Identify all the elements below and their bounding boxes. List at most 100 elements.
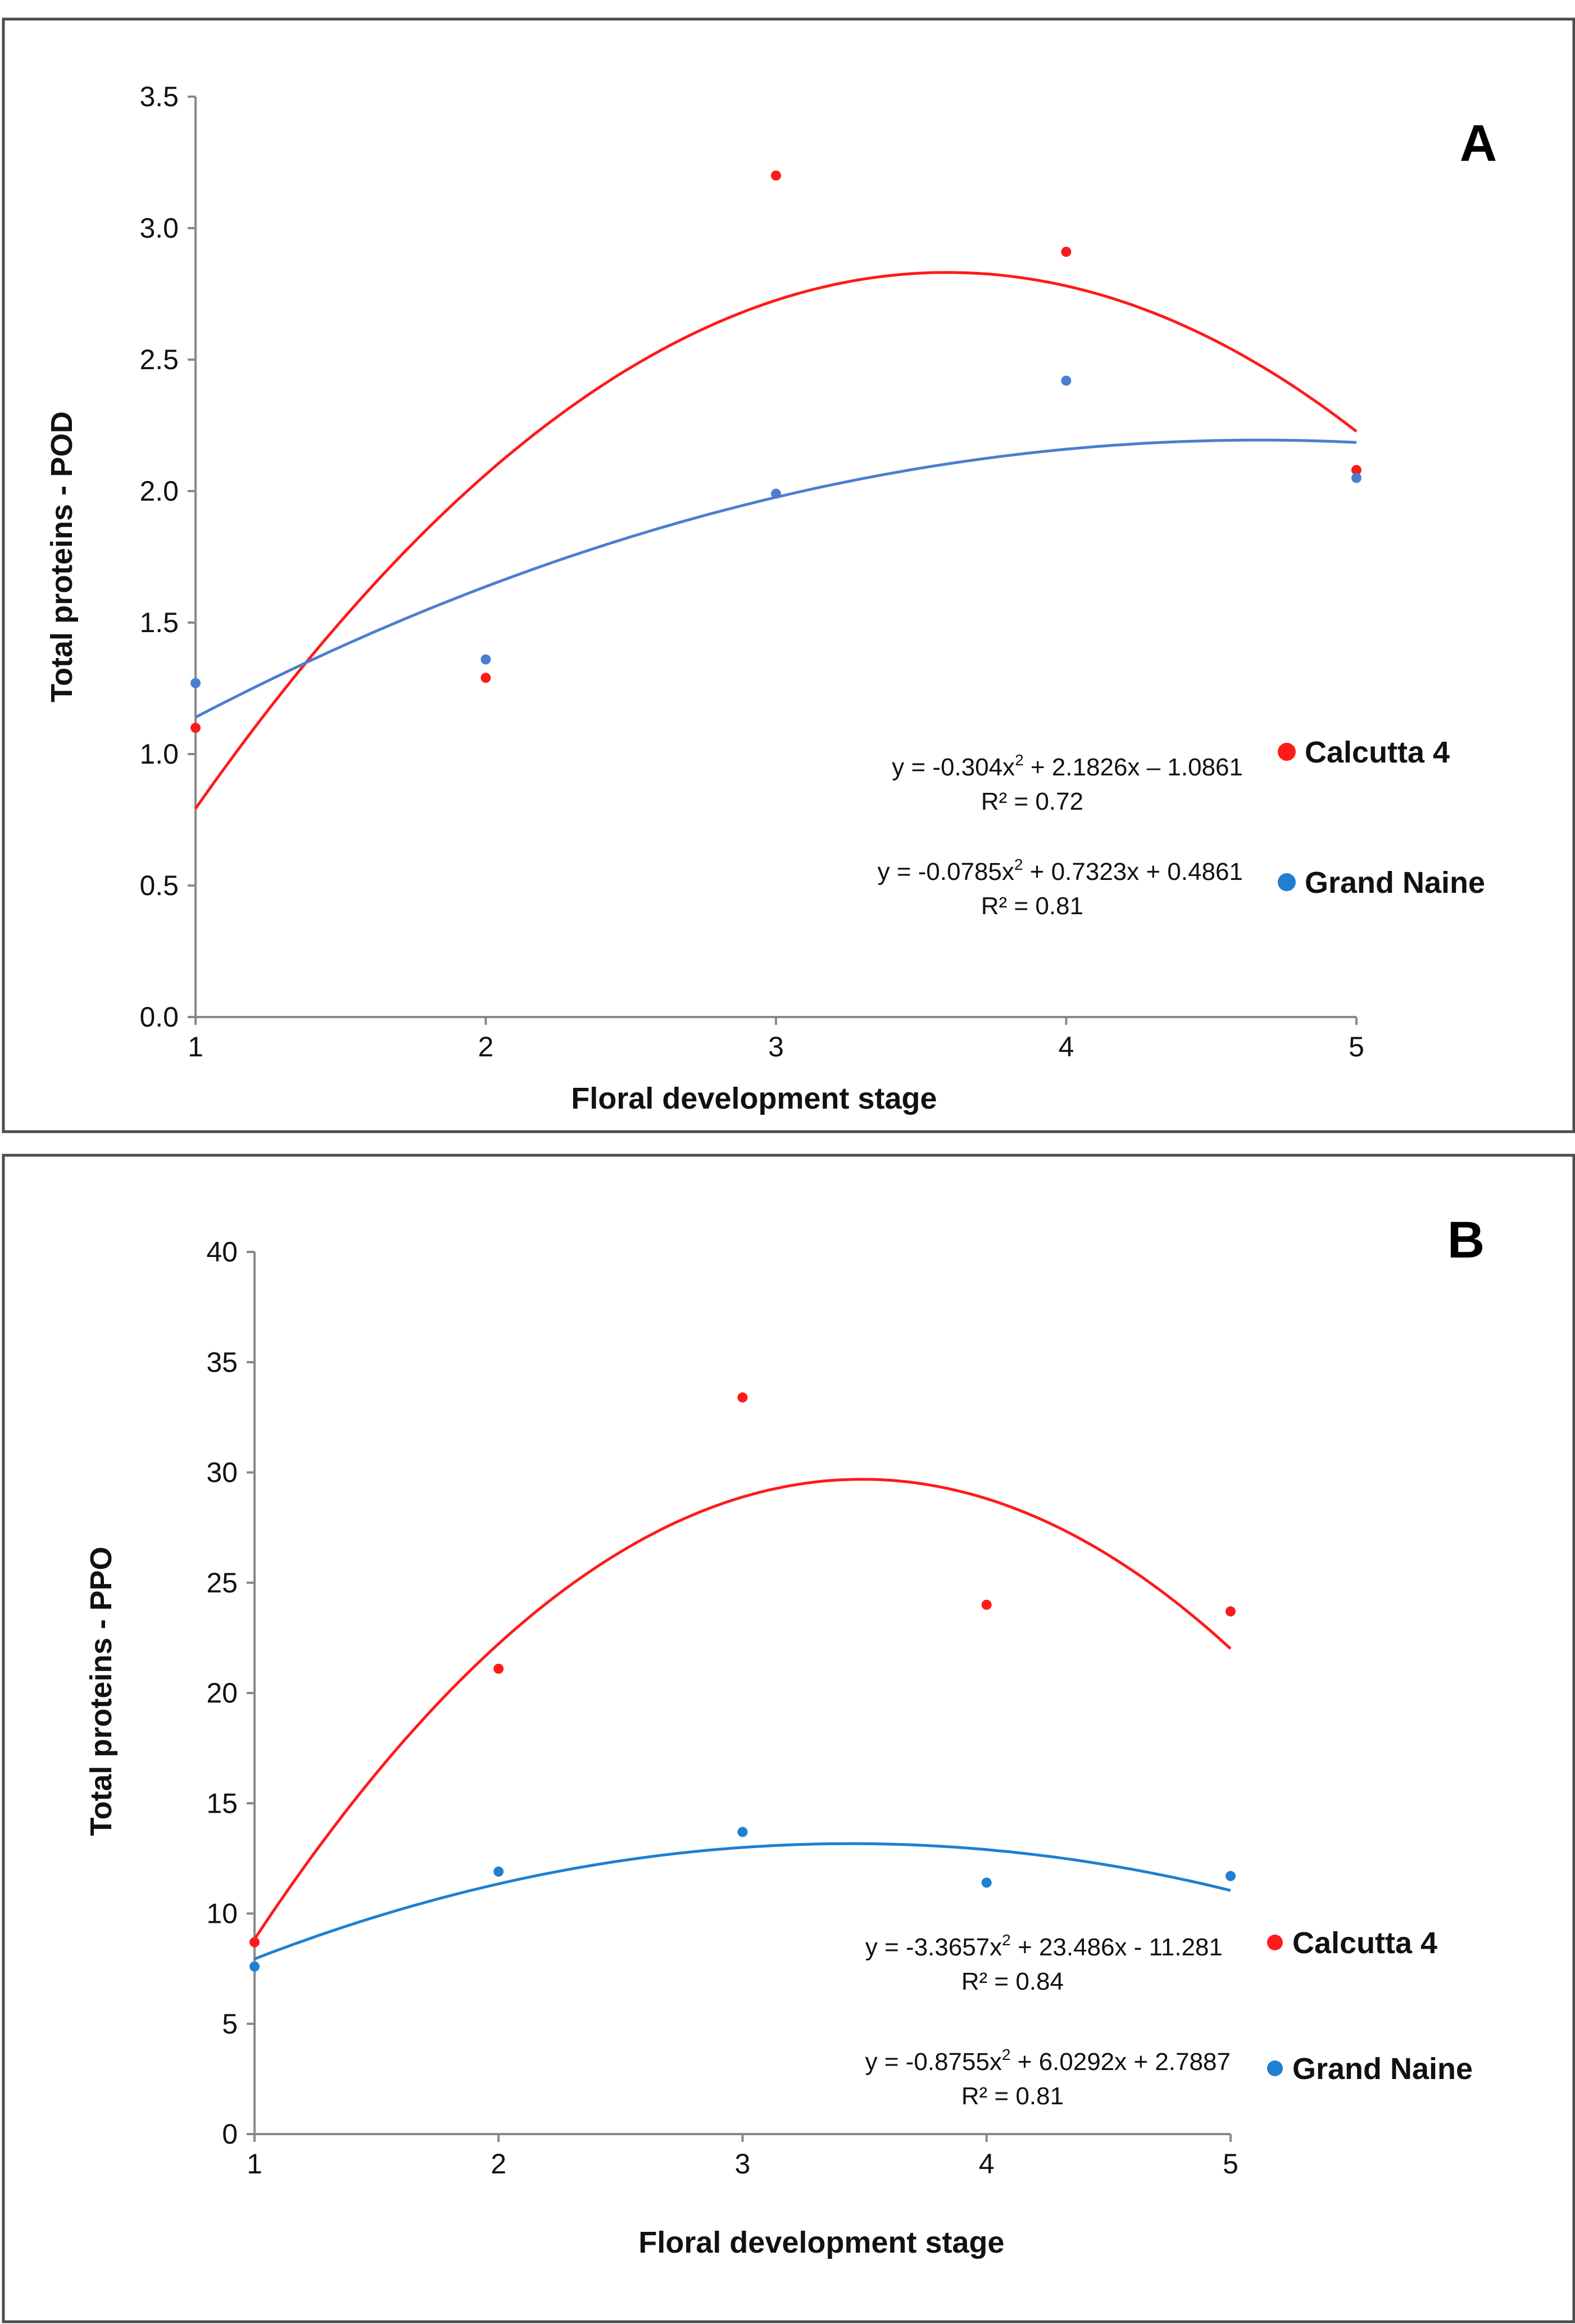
equation-formula-post: + 2.1826x – 1.0861 <box>1024 754 1243 781</box>
y-tick-label: 0.0 <box>139 1001 179 1033</box>
y-tick-label: 1.0 <box>139 738 179 770</box>
x-tick-label: 3 <box>768 1031 784 1063</box>
x-tick-label: 5 <box>1349 1031 1364 1063</box>
y-tick-label: 2.0 <box>139 475 179 507</box>
svg-text:y = -0.304x2 + 2.1826x – 1.086: y = -0.304x2 + 2.1826x – 1.0861 <box>892 751 1243 781</box>
panel-a-y-axis-title: Total proteins - POD <box>45 411 79 702</box>
data-point-grand-naine <box>493 1866 504 1877</box>
data-point-calcutta-4 <box>493 1663 504 1674</box>
data-point-grand-naine <box>1351 473 1361 483</box>
equation-formula-pre: y = -0.0785x <box>878 858 1014 886</box>
x-tick-label: 1 <box>188 1031 203 1063</box>
legend-label-calcutta-4: Calcutta 4 <box>1305 736 1450 769</box>
data-point-grand-naine <box>737 1827 748 1837</box>
panel-a-legend: Calcutta 4 Grand Naine <box>1278 736 1485 900</box>
trendline-grand-naine <box>254 1842 1231 1960</box>
data-point-calcutta-4 <box>249 1937 260 1948</box>
y-tick-label: 30 <box>206 1457 238 1488</box>
y-tick-label: 25 <box>206 1567 238 1599</box>
data-point-calcutta-4 <box>190 723 201 733</box>
panel-b-label: B <box>1447 1211 1485 1269</box>
panel-b-y-axis-title: Total proteins - PPO <box>84 1546 118 1836</box>
panel-b-x-axis-title: Floral development stage <box>638 2226 1004 2259</box>
panel-a-label: A <box>1460 115 1497 172</box>
panel-a: A 0.0 0.5 1.0 1.5 2.0 2.5 3.0 3.5 1 2 3 4 5 Floral … <box>2 17 1575 1133</box>
panel-a-y-axis: 0.0 0.5 1.0 1.5 2.0 2.5 3.0 3.5 <box>139 81 197 1033</box>
panel-b-x-axis: 1 2 3 4 5 <box>247 2133 1238 2180</box>
equation-formula-pre: y = -3.3657x <box>865 1933 1002 1961</box>
data-point-calcutta-4 <box>737 1392 748 1403</box>
data-point-grand-naine <box>771 488 781 499</box>
data-point-calcutta-4 <box>1225 1606 1236 1617</box>
svg-text:y = -0.8755x2 + 6.0292x + 2.78: y = -0.8755x2 + 6.0292x + 2.7887 <box>865 2046 1231 2076</box>
y-tick-label: 20 <box>206 1677 238 1709</box>
y-tick-label: 40 <box>206 1236 238 1268</box>
legend-label-calcutta-4: Calcutta 4 <box>1292 1926 1437 1960</box>
equation-exponent: 2 <box>1002 1931 1011 1949</box>
panel-a-equation-grandnaine: y = -0.0785x2 + 0.7323x + 0.4861 R² = 0.… <box>878 856 1243 920</box>
trendline-grand-naine <box>194 438 1357 719</box>
trendline-calcutta-4 <box>194 271 1358 810</box>
data-point-calcutta-4 <box>480 673 491 683</box>
data-point-grand-naine <box>1225 1871 1236 1881</box>
panel-a-x-axis-title: Floral development stage <box>571 1082 937 1115</box>
equation-exponent: 2 <box>1015 751 1024 769</box>
panel-a-equation-calcutta: y = -0.304x2 + 2.1826x – 1.0861 R² = 0.7… <box>892 751 1243 815</box>
equation-r2: R² = 0.81 <box>961 2082 1064 2110</box>
equation-formula-pre: y = -0.304x <box>892 754 1015 781</box>
equation-formula-post: + 0.7323x + 0.4861 <box>1023 858 1243 886</box>
panel-b-equation-grandnaine: y = -0.8755x2 + 6.0292x + 2.7887 R² = 0.… <box>865 2046 1231 2110</box>
x-tick-label: 4 <box>1059 1031 1074 1063</box>
x-tick-label: 2 <box>491 2148 506 2180</box>
data-point-calcutta-4 <box>981 1600 992 1610</box>
legend-marker-grand-naine <box>1267 2060 1283 2076</box>
panel-b-frame <box>2 1154 1575 2323</box>
x-tick-label: 5 <box>1223 2148 1238 2180</box>
y-tick-label: 0.5 <box>139 870 179 901</box>
legend-label-grand-naine: Grand Naine <box>1292 2052 1473 2086</box>
y-tick-label: 35 <box>206 1346 238 1378</box>
panel-b-equation-calcutta: y = -3.3657x2 + 23.486x - 11.281 R² = 0.… <box>865 1931 1223 1995</box>
legend-marker-grand-naine <box>1278 873 1296 891</box>
trendline-calcutta-4 <box>253 1478 1232 1940</box>
panel-b-legend: Calcutta 4 Grand Naine <box>1267 1926 1473 2086</box>
x-tick-label: 1 <box>247 2148 262 2180</box>
y-tick-label: 10 <box>206 1898 238 1930</box>
legend-marker-calcutta-4 <box>1278 743 1296 761</box>
data-point-grand-naine <box>981 1877 992 1888</box>
data-point-grand-naine <box>190 678 201 688</box>
equation-exponent: 2 <box>1002 2046 1011 2063</box>
equation-formula-pre: y = -0.8755x <box>865 2048 1002 2076</box>
panel-b: B 0 5 10 15 20 25 30 35 40 1 2 3 4 5 Floral developm… <box>2 1154 1575 2323</box>
svg-text:y = -3.3657x2 + 23.486x - 11.2: y = -3.3657x2 + 23.486x - 11.281 <box>865 1931 1223 1961</box>
equation-formula-post: + 23.486x - 11.281 <box>1011 1933 1223 1961</box>
legend-label-grand-naine: Grand Naine <box>1305 866 1485 900</box>
data-point-calcutta-4 <box>1061 247 1072 257</box>
data-point-grand-naine <box>1061 375 1072 386</box>
y-tick-label: 3.0 <box>139 212 179 244</box>
svg-text:y = -0.0785x2 + 0.7323x + 0.48: y = -0.0785x2 + 0.7323x + 0.4861 <box>878 856 1243 886</box>
equation-exponent: 2 <box>1014 856 1023 873</box>
panel-a-frame <box>2 17 1575 1133</box>
x-tick-label: 4 <box>979 2148 995 2180</box>
data-point-grand-naine <box>480 654 491 665</box>
equation-r2: R² = 0.72 <box>981 788 1083 815</box>
data-point-grand-naine <box>249 1961 260 1972</box>
x-tick-label: 2 <box>478 1031 494 1063</box>
y-tick-label: 3.5 <box>139 81 179 112</box>
y-tick-label: 2.5 <box>139 344 179 375</box>
legend-marker-calcutta-4 <box>1267 1935 1283 1950</box>
y-tick-label: 1.5 <box>139 607 179 638</box>
y-tick-label: 5 <box>222 2008 238 2040</box>
panel-a-x-axis: 1 2 3 4 5 <box>188 1016 1364 1063</box>
y-tick-label: 0 <box>222 2118 238 2150</box>
panel-b-y-axis: 0 5 10 15 20 25 30 35 40 <box>206 1236 256 2150</box>
equation-r2: R² = 0.84 <box>961 1968 1064 1995</box>
equation-r2: R² = 0.81 <box>981 892 1083 920</box>
x-tick-label: 3 <box>735 2148 751 2180</box>
equation-formula-post: + 6.0292x + 2.7887 <box>1011 2048 1231 2076</box>
data-point-calcutta-4 <box>1351 465 1361 475</box>
data-point-calcutta-4 <box>771 170 781 181</box>
y-tick-label: 15 <box>206 1787 238 1819</box>
